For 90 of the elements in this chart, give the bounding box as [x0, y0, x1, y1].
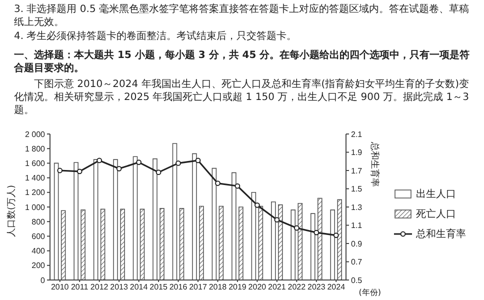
x-tick-label: 2015 [150, 282, 168, 292]
point [215, 180, 220, 186]
bar [160, 208, 164, 280]
y-tick-label: 2 000 [24, 130, 46, 139]
y2-tick-label: 1.9 [351, 148, 363, 158]
x-tick-label: 2022 [288, 282, 306, 292]
bar [93, 159, 98, 280]
y-tick-label: 0 [40, 276, 46, 285]
bar [80, 210, 86, 280]
bar [337, 199, 342, 280]
y2-tick-label: 1.7 [351, 166, 363, 176]
y2-axis-title: 总和生育率 [368, 141, 380, 187]
y-tick-label: 1 600 [24, 159, 46, 168]
text: 一、选择题：本大题共 15 小题，每小题 3 分，共 45 分。在每小题给出的四个选项中，只有一项是符合题目要求的。 [14, 49, 470, 75]
bar [238, 206, 244, 280]
x-tick-label: 2017 [189, 282, 208, 292]
y2-tick-label: 2.1 [351, 130, 363, 139]
x-tick-label: 2010 [50, 282, 70, 292]
y-tick-label: 200 [32, 261, 46, 270]
bar [218, 206, 224, 280]
bar [179, 208, 184, 280]
x-tick-label: 2023 [308, 282, 326, 292]
x-tick-label: 2021 [268, 282, 286, 292]
x-tick-label: 2016 [169, 282, 188, 292]
bar [152, 158, 158, 280]
x-tick-label: 2018 [208, 282, 228, 292]
x-tick-label: 2013 [110, 282, 129, 292]
point [176, 160, 181, 166]
y-tick-label: 600 [32, 232, 46, 242]
bar [271, 201, 276, 280]
bar [290, 210, 296, 280]
point [274, 217, 280, 222]
bar [74, 162, 78, 280]
bar [172, 143, 178, 280]
y2-tick-label: 1.1 [351, 221, 363, 230]
bar [310, 213, 316, 280]
x-tick-label: 2011 [71, 282, 89, 292]
y-tick-label: 1 400 [24, 174, 46, 183]
y2-tick-label: 0.5 [351, 276, 363, 285]
y2-tick-label: 1.5 [351, 184, 363, 194]
point [136, 160, 142, 165]
text: 下图示意 2010～2024 年我国出生人口、死亡人口及总和生育率(指育龄妇女平均生育的子女数)变化情况。相关研究显示，2025 年我国死亡人口或超 1 150 万，出生人口不足 900 万。据此完成 1～3 题。 [14, 78, 470, 117]
text: 4. 考生必须保持答题卡的卷面整洁。考试结束后，只交答题卡。 [14, 30, 298, 43]
bar [330, 210, 336, 280]
x-axis-title: (年份) [358, 288, 381, 297]
bar [232, 172, 236, 280]
bar [278, 204, 283, 280]
point [76, 168, 82, 174]
point [195, 158, 201, 164]
text: 3. 非选择题用 0.5 毫米黑色墨水签字笔将答案直接答在答题卡上对应的答题区域内。答在试题卷、草稿纸上无效。 [14, 3, 470, 29]
point [294, 225, 300, 231]
point [314, 230, 320, 236]
y-tick-label: 1 200 [24, 188, 46, 198]
bar [251, 192, 256, 280]
x-tick-label: 2024 [327, 282, 346, 292]
bar [212, 168, 217, 280]
y2-tick-label: 1.3 [351, 202, 363, 212]
x-tick-label: 2020 [248, 282, 267, 292]
y-axis-title: 人口数(万人) [6, 184, 18, 237]
bar [140, 208, 145, 280]
point [57, 168, 63, 174]
y-tick-label: 400 [32, 246, 46, 256]
y2-tick-label: 0.7 [351, 258, 363, 267]
point [333, 232, 339, 238]
y-tick-label: 1 000 [24, 202, 46, 212]
bar [298, 202, 303, 280]
bar [54, 162, 59, 280]
x-tick-label: 2014 [130, 282, 148, 292]
point [234, 183, 240, 189]
bar [60, 210, 66, 280]
bar [120, 208, 125, 280]
x-tick-label: 2012 [90, 282, 109, 292]
y-tick-label: 1 800 [24, 144, 46, 154]
y-tick-label: 800 [32, 217, 46, 226]
legend-label: 死亡人口 [416, 208, 456, 221]
bar [199, 206, 204, 280]
bar [317, 198, 322, 280]
bar [258, 206, 264, 280]
bar [100, 208, 106, 280]
point [116, 166, 122, 172]
point [96, 158, 102, 164]
bar [192, 153, 197, 280]
bar [132, 156, 138, 280]
point [156, 170, 162, 176]
legend-label: 总和生育率 [416, 228, 466, 241]
point [254, 202, 260, 208]
legend-label: 出生人口 [416, 188, 456, 201]
bar [113, 159, 118, 280]
y2-tick-label: 0.9 [351, 239, 363, 248]
x-tick-label: 2019 [228, 282, 247, 292]
